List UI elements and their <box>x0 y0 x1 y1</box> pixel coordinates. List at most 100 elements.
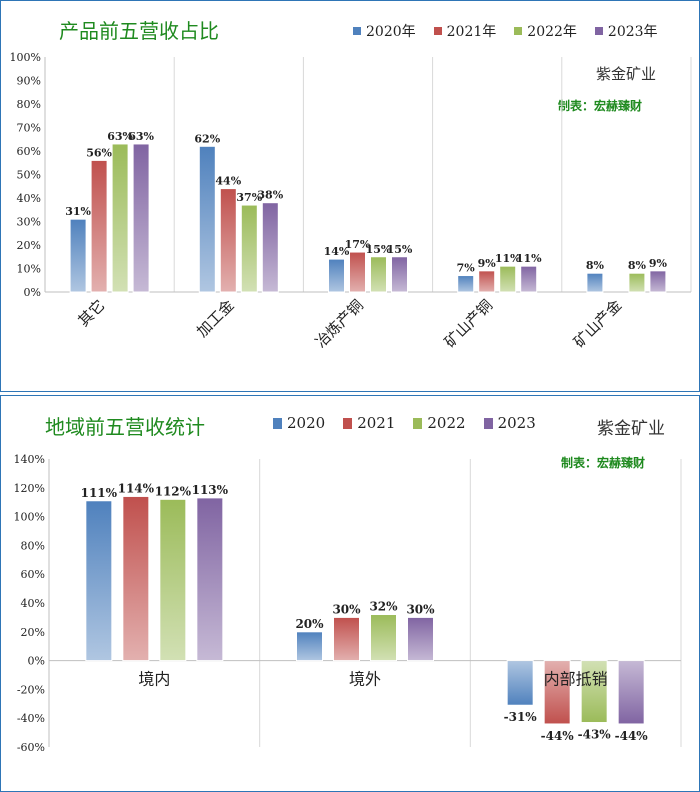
y-tick-label: 90% <box>17 75 41 88</box>
bar <box>90 159 108 293</box>
data-label: 7% <box>457 262 476 275</box>
maker-label: 制表：宏赫臻财 <box>561 456 646 470</box>
bar <box>69 218 87 293</box>
bar <box>370 614 397 662</box>
data-label: 8% <box>628 259 647 272</box>
company-label: 紫金矿业 <box>596 65 657 83</box>
bar <box>333 616 360 662</box>
bar <box>261 202 279 293</box>
y-tick-label: 80% <box>21 539 45 552</box>
chart-title: 地域前五营收统计 <box>45 415 205 439</box>
bar <box>543 660 571 725</box>
bar <box>219 188 237 293</box>
bar <box>520 265 538 293</box>
bar <box>159 498 187 662</box>
legend-swatch <box>413 417 423 429</box>
bar <box>132 143 150 293</box>
y-tick-label: -60% <box>17 741 45 754</box>
data-label: 8% <box>586 259 605 272</box>
y-tick-label: 120% <box>14 482 45 495</box>
data-label: 63% <box>128 130 154 143</box>
category-label: 矿山产铜 <box>441 296 496 351</box>
bar <box>111 143 129 293</box>
data-label: -43% <box>578 728 612 742</box>
legend-item-2022: 2022年 <box>514 21 577 41</box>
y-tick-label: 60% <box>21 568 45 581</box>
data-label: 30% <box>406 602 435 616</box>
legend-swatch <box>514 27 523 35</box>
legend-swatch <box>273 417 282 429</box>
legend-swatch <box>433 27 442 35</box>
y-tick-label: -20% <box>17 683 45 696</box>
data-label: 62% <box>194 132 220 145</box>
y-tick-label: 20% <box>17 239 41 252</box>
data-label: 38% <box>257 189 283 202</box>
data-label: 113% <box>192 483 229 497</box>
category-label: 境内 <box>138 670 170 689</box>
bar <box>628 272 646 293</box>
legend-item-2023: 2023 <box>483 414 536 432</box>
chart-canvas-regions: -60% -40% -20% 0% 20% 40% 60% 80% 100% 120% 140% 11… <box>14 453 682 754</box>
y-tick-label: 100% <box>14 511 45 524</box>
data-label: -31% <box>504 710 538 724</box>
data-label: 17% <box>345 238 371 251</box>
y-tick-label: 80% <box>17 98 41 111</box>
y-tick-label: 50% <box>17 169 41 182</box>
y-tick-label: 40% <box>17 192 41 205</box>
bar <box>85 500 113 662</box>
bar <box>349 251 366 293</box>
legend-swatch <box>594 27 603 35</box>
data-label: -44% <box>615 729 649 743</box>
bar <box>478 270 496 293</box>
y-tick-label: 70% <box>17 122 41 135</box>
data-label: 30% <box>332 602 361 616</box>
legend-item-2020: 2020年 <box>353 21 416 41</box>
chart-panel-products: 产品前五营收占比 2020年 2021年 2022年 2023年 紫金矿业 制表… <box>0 0 700 392</box>
bar <box>296 631 323 662</box>
bar <box>649 270 667 293</box>
y-tick-label: 30% <box>17 216 41 229</box>
legend-swatch <box>353 27 361 35</box>
category-label: 矿山产金 <box>570 296 625 351</box>
y-tick-label: 10% <box>17 263 41 276</box>
category-label: 内部抵销 <box>544 670 608 689</box>
data-label: 32% <box>369 600 398 614</box>
data-label: 31% <box>65 205 91 218</box>
y-tick-label: 100% <box>10 51 41 64</box>
data-label: -44% <box>541 729 575 743</box>
bar <box>328 258 345 293</box>
y-tick-label: 0% <box>28 655 45 668</box>
y-tick-label: 0% <box>24 286 41 299</box>
bar <box>122 495 150 662</box>
chart-legend: 2020年 2021年 2022年 2023年 <box>353 21 658 41</box>
legend-item-2021: 2021 <box>343 414 395 432</box>
chart-canvas-products: 0% 10% 20% 30% 40% 50% 60% 70% 80% 90% 100% 31% 56% 6… <box>10 51 692 351</box>
legend-item-2023: 2023年 <box>594 21 658 41</box>
data-label: 63% <box>107 130 133 143</box>
data-label: 15% <box>366 243 392 256</box>
y-tick-label: 40% <box>21 597 45 610</box>
data-label: 56% <box>86 146 112 159</box>
bar <box>506 660 534 706</box>
data-label: 114% <box>118 481 155 495</box>
data-label: 37% <box>236 191 262 204</box>
company-label: 紫金矿业 <box>597 419 665 439</box>
y-tick-label: 140% <box>14 453 45 466</box>
y-tick-label: 20% <box>21 626 45 639</box>
bar <box>499 265 517 293</box>
data-label: 15% <box>387 243 413 256</box>
data-label: 11% <box>495 252 521 265</box>
maker-label: 制表：宏赫臻财 <box>558 99 643 113</box>
legend-item-2021: 2021年 <box>433 21 496 41</box>
legend-item-2020: 2020 <box>273 414 325 432</box>
data-label: 11% <box>516 252 542 265</box>
y-tick-label: 60% <box>17 145 41 158</box>
category-label: 其它 <box>74 296 108 330</box>
bar <box>580 660 608 724</box>
data-label: 20% <box>295 617 324 631</box>
legend-item-2022: 2022 <box>413 414 466 432</box>
legend-swatch <box>483 417 493 429</box>
chart-legend: 2020 2021 2022 2023 <box>273 414 536 432</box>
data-label: 9% <box>478 257 497 270</box>
bar <box>457 275 475 293</box>
